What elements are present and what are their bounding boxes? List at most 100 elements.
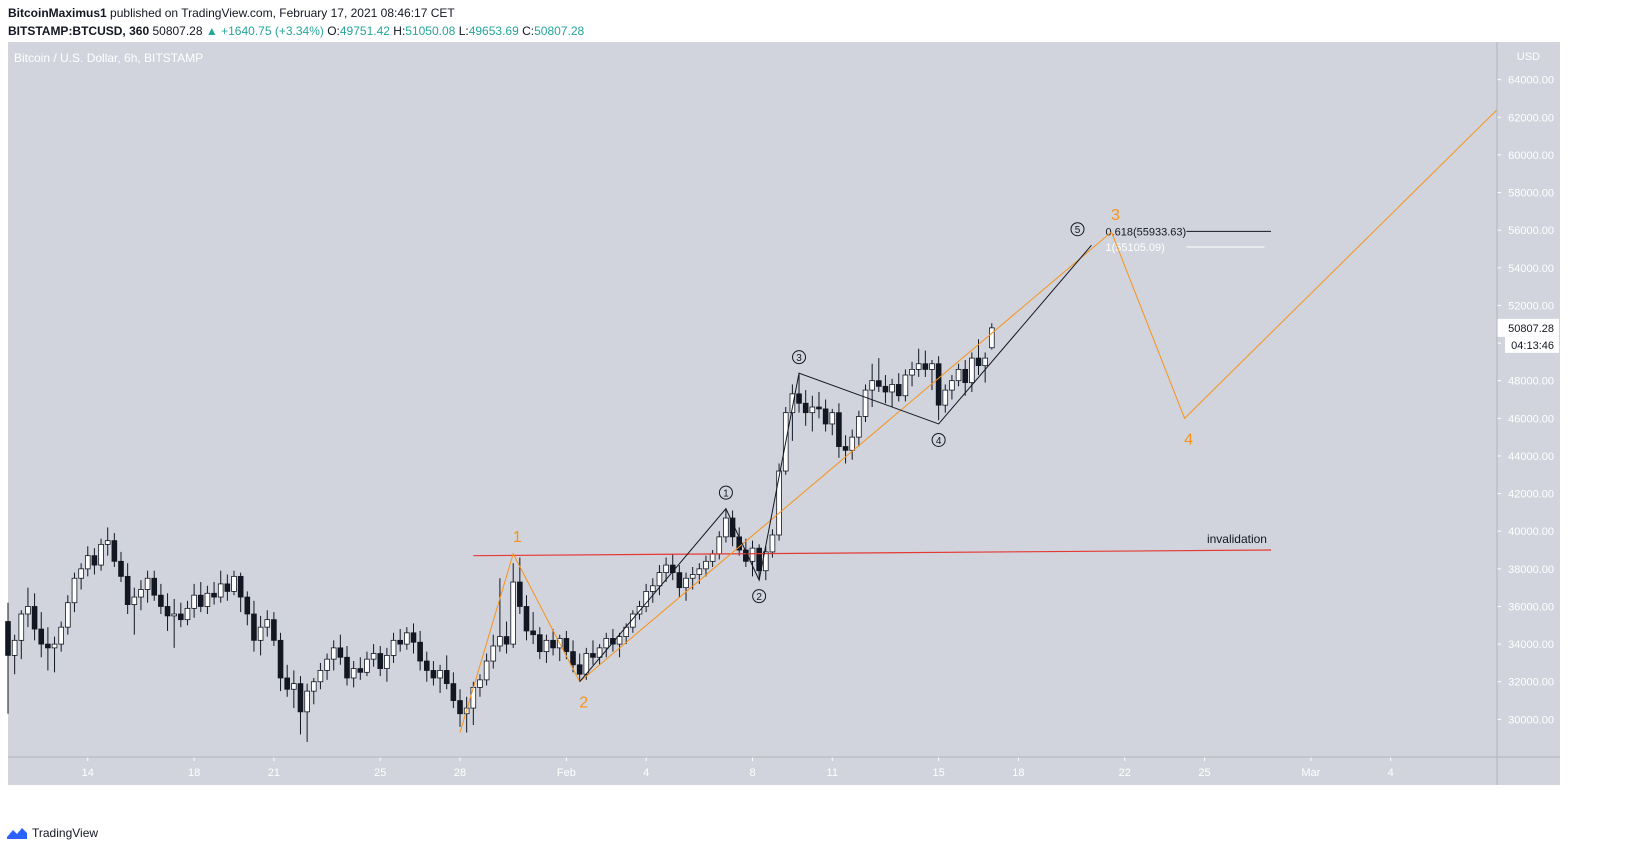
y-tick-label: 64000.00 bbox=[1508, 75, 1554, 87]
y-tick-label: 36000.00 bbox=[1508, 601, 1554, 613]
candle bbox=[610, 638, 616, 645]
wave-marker-circle bbox=[718, 485, 733, 500]
x-axis-ticks: 14 18 21 25 28 Feb 4 8 11 15 18 22 25 Mar 4 bbox=[82, 757, 1394, 779]
candle bbox=[151, 577, 158, 596]
y-tick-label: 46000.00 bbox=[1508, 413, 1554, 425]
candle bbox=[889, 384, 895, 393]
candle bbox=[849, 436, 856, 451]
x-tick-label: 18 bbox=[1012, 767, 1024, 779]
candle bbox=[344, 656, 350, 679]
invalidation-label: invalidation bbox=[1207, 532, 1267, 546]
candle bbox=[370, 653, 377, 660]
candle bbox=[503, 636, 510, 645]
candle bbox=[98, 543, 104, 566]
candle bbox=[809, 406, 816, 414]
y-tick-label: 56000.00 bbox=[1508, 225, 1554, 237]
candle bbox=[563, 638, 570, 653]
candle bbox=[430, 670, 437, 679]
close-value: 50807.28 bbox=[534, 24, 585, 38]
candle bbox=[244, 596, 251, 615]
symbol-label: BITSTAMP:BTCUSD, 360 bbox=[8, 24, 150, 38]
candle bbox=[596, 647, 603, 658]
candle bbox=[410, 632, 417, 643]
candle bbox=[118, 560, 124, 577]
wave-marker-label: 2 bbox=[756, 592, 762, 603]
candle bbox=[962, 368, 969, 383]
candle bbox=[869, 380, 875, 391]
candle bbox=[264, 619, 271, 628]
candle bbox=[184, 607, 191, 621]
y-tick-label: 30000.00 bbox=[1508, 714, 1554, 726]
candle bbox=[802, 402, 809, 414]
currency-label: USD bbox=[1517, 51, 1540, 63]
candle bbox=[656, 572, 663, 587]
orange-wave-label: 4 bbox=[1184, 431, 1193, 448]
candle bbox=[211, 592, 217, 598]
candle bbox=[523, 606, 530, 632]
y-tick-label: 62000.00 bbox=[1508, 112, 1554, 124]
candle bbox=[483, 660, 490, 681]
candle bbox=[417, 641, 423, 662]
x-tick-label: 21 bbox=[268, 767, 280, 779]
y-tick-label: 42000.00 bbox=[1508, 489, 1554, 501]
tradingview-logo-icon[interactable] bbox=[6, 826, 28, 840]
candle bbox=[5, 621, 11, 656]
tradingview-brand[interactable]: TradingView bbox=[32, 826, 99, 840]
countdown-label: 04:13:46 bbox=[1511, 340, 1554, 352]
candle bbox=[78, 568, 84, 579]
candle bbox=[942, 389, 949, 406]
x-tick-label: 4 bbox=[643, 767, 649, 779]
candle bbox=[18, 613, 25, 641]
y-tick-label: 40000.00 bbox=[1508, 526, 1554, 538]
orange-wave-line bbox=[459, 109, 1498, 733]
invalidation-line bbox=[473, 549, 1271, 557]
y-tick-label: 58000.00 bbox=[1508, 188, 1554, 200]
orange-wave-label: 2 bbox=[579, 695, 588, 712]
candle bbox=[357, 668, 364, 673]
wave-marker-circle bbox=[1070, 222, 1085, 237]
candle bbox=[590, 653, 596, 658]
candle bbox=[922, 363, 929, 370]
candle bbox=[384, 654, 390, 669]
wave-marker-circle bbox=[931, 432, 946, 447]
plot-area[interactable] bbox=[8, 42, 1497, 757]
candle bbox=[536, 634, 543, 653]
x-tick-label: 28 bbox=[454, 767, 466, 779]
candle bbox=[58, 626, 64, 645]
candle bbox=[530, 630, 536, 636]
candle bbox=[217, 583, 224, 598]
x-tick-label: 8 bbox=[749, 767, 755, 779]
candle bbox=[138, 589, 144, 598]
candle bbox=[955, 368, 962, 382]
wave-marker-circle bbox=[792, 350, 807, 365]
candle bbox=[862, 389, 869, 417]
black-wave-line bbox=[579, 244, 1092, 683]
candle bbox=[423, 660, 430, 671]
candle bbox=[982, 357, 988, 367]
candle bbox=[197, 594, 204, 607]
candle bbox=[324, 658, 330, 671]
candle bbox=[111, 540, 118, 562]
publish-line: BitcoinMaximus1 published on TradingView… bbox=[8, 4, 584, 22]
candle bbox=[762, 551, 769, 572]
candle bbox=[497, 636, 503, 647]
candle bbox=[517, 581, 523, 607]
candle bbox=[271, 619, 277, 641]
candle bbox=[364, 658, 370, 673]
candle bbox=[284, 677, 290, 690]
candle bbox=[191, 594, 197, 609]
candle bbox=[816, 406, 822, 410]
candle bbox=[38, 628, 45, 645]
candle bbox=[949, 380, 955, 391]
last-price-tag bbox=[1497, 318, 1559, 337]
candle bbox=[709, 553, 716, 562]
candle bbox=[929, 363, 935, 370]
x-axis-area[interactable] bbox=[8, 757, 1497, 785]
x-tick-label: 22 bbox=[1119, 767, 1131, 779]
candle bbox=[543, 639, 550, 653]
y-tick-label: 60000.00 bbox=[1508, 150, 1554, 162]
y-axis-area[interactable] bbox=[1497, 42, 1560, 785]
candle bbox=[856, 416, 862, 438]
author-name[interactable]: BitcoinMaximus1 bbox=[8, 6, 107, 20]
